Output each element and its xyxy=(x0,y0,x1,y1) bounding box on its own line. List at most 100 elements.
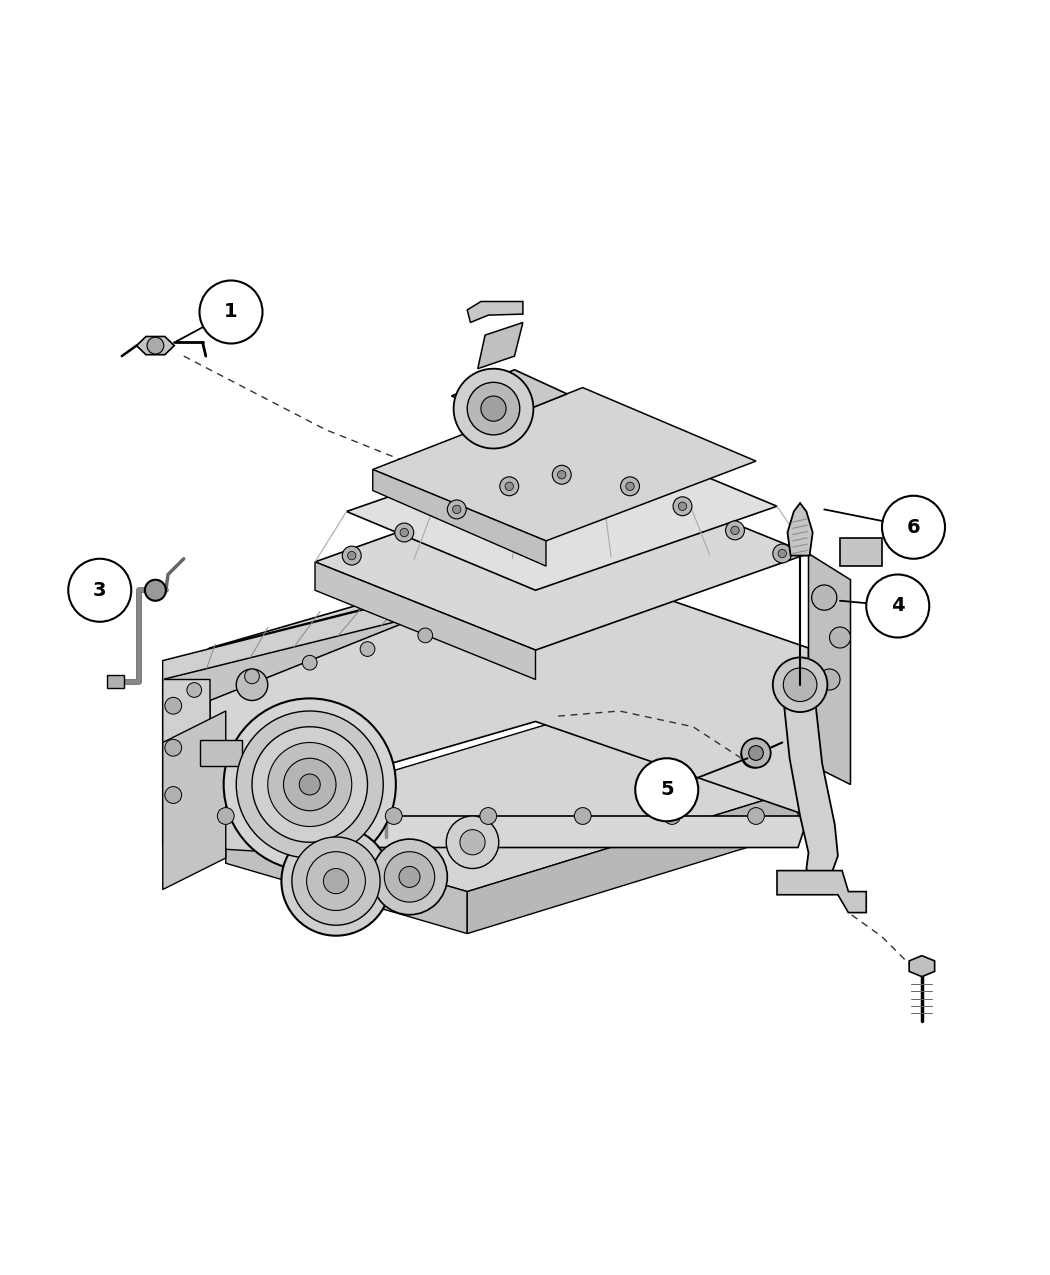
Polygon shape xyxy=(452,370,567,419)
Text: 1: 1 xyxy=(225,302,237,321)
Circle shape xyxy=(574,807,591,825)
Circle shape xyxy=(323,868,349,894)
Polygon shape xyxy=(163,680,368,858)
Polygon shape xyxy=(373,469,546,566)
Circle shape xyxy=(505,482,513,491)
Circle shape xyxy=(664,807,680,825)
Circle shape xyxy=(467,382,520,435)
Polygon shape xyxy=(909,956,934,977)
Circle shape xyxy=(217,807,234,825)
Circle shape xyxy=(236,669,268,700)
Polygon shape xyxy=(200,816,809,848)
Polygon shape xyxy=(478,323,523,368)
Polygon shape xyxy=(107,676,124,688)
Circle shape xyxy=(165,787,182,803)
Polygon shape xyxy=(467,301,523,323)
Polygon shape xyxy=(210,553,809,816)
Text: 6: 6 xyxy=(907,518,920,537)
Circle shape xyxy=(480,807,497,825)
Polygon shape xyxy=(346,427,777,590)
Circle shape xyxy=(145,580,166,601)
Circle shape xyxy=(731,527,739,534)
Circle shape xyxy=(165,697,182,714)
Circle shape xyxy=(773,544,792,564)
Text: 5: 5 xyxy=(660,780,673,799)
Circle shape xyxy=(558,470,566,479)
Circle shape xyxy=(307,852,365,910)
Circle shape xyxy=(302,655,317,671)
Circle shape xyxy=(299,774,320,796)
Circle shape xyxy=(481,397,506,421)
Circle shape xyxy=(292,836,380,926)
Circle shape xyxy=(348,551,356,560)
Circle shape xyxy=(147,337,164,354)
Circle shape xyxy=(446,816,499,868)
Circle shape xyxy=(236,711,383,858)
Polygon shape xyxy=(840,538,882,566)
Circle shape xyxy=(783,668,817,701)
Polygon shape xyxy=(163,580,478,729)
Polygon shape xyxy=(808,553,850,784)
Circle shape xyxy=(748,807,764,825)
Circle shape xyxy=(741,738,771,768)
Circle shape xyxy=(673,497,692,515)
Circle shape xyxy=(454,368,533,449)
Polygon shape xyxy=(315,562,536,680)
Polygon shape xyxy=(782,688,838,881)
Circle shape xyxy=(418,629,433,643)
Circle shape xyxy=(778,550,786,557)
Polygon shape xyxy=(315,464,808,650)
Circle shape xyxy=(395,523,414,542)
Circle shape xyxy=(819,669,840,690)
Circle shape xyxy=(500,477,519,496)
Circle shape xyxy=(866,575,929,638)
Circle shape xyxy=(812,585,837,611)
Polygon shape xyxy=(226,821,467,933)
Circle shape xyxy=(635,759,698,821)
Circle shape xyxy=(284,759,336,811)
Circle shape xyxy=(372,839,447,914)
Polygon shape xyxy=(200,741,242,765)
Circle shape xyxy=(399,867,420,887)
Circle shape xyxy=(165,740,182,756)
Circle shape xyxy=(252,727,368,843)
Circle shape xyxy=(385,807,402,825)
Circle shape xyxy=(360,641,375,657)
Circle shape xyxy=(830,627,850,648)
Text: 4: 4 xyxy=(891,597,904,616)
Polygon shape xyxy=(226,722,798,891)
Circle shape xyxy=(749,746,763,760)
Circle shape xyxy=(460,830,485,854)
Circle shape xyxy=(882,496,945,558)
Circle shape xyxy=(384,852,435,903)
Circle shape xyxy=(741,742,766,768)
Polygon shape xyxy=(163,648,210,845)
Polygon shape xyxy=(163,562,478,680)
Circle shape xyxy=(621,477,639,496)
Circle shape xyxy=(400,528,408,537)
Polygon shape xyxy=(136,337,174,354)
Circle shape xyxy=(68,558,131,622)
Circle shape xyxy=(268,742,352,826)
Circle shape xyxy=(281,826,391,936)
Circle shape xyxy=(200,280,262,343)
Circle shape xyxy=(453,505,461,514)
Circle shape xyxy=(726,521,744,539)
Circle shape xyxy=(800,807,817,825)
Polygon shape xyxy=(373,388,756,541)
Circle shape xyxy=(245,669,259,683)
Circle shape xyxy=(447,500,466,519)
Circle shape xyxy=(224,699,396,871)
Polygon shape xyxy=(163,711,226,890)
Text: 3: 3 xyxy=(93,580,106,599)
Circle shape xyxy=(296,807,313,825)
Polygon shape xyxy=(788,504,813,556)
Circle shape xyxy=(678,502,687,510)
Circle shape xyxy=(626,482,634,491)
Polygon shape xyxy=(777,871,866,913)
Circle shape xyxy=(342,546,361,565)
Polygon shape xyxy=(467,789,798,933)
Circle shape xyxy=(187,682,202,697)
Circle shape xyxy=(552,465,571,484)
Circle shape xyxy=(773,658,827,711)
